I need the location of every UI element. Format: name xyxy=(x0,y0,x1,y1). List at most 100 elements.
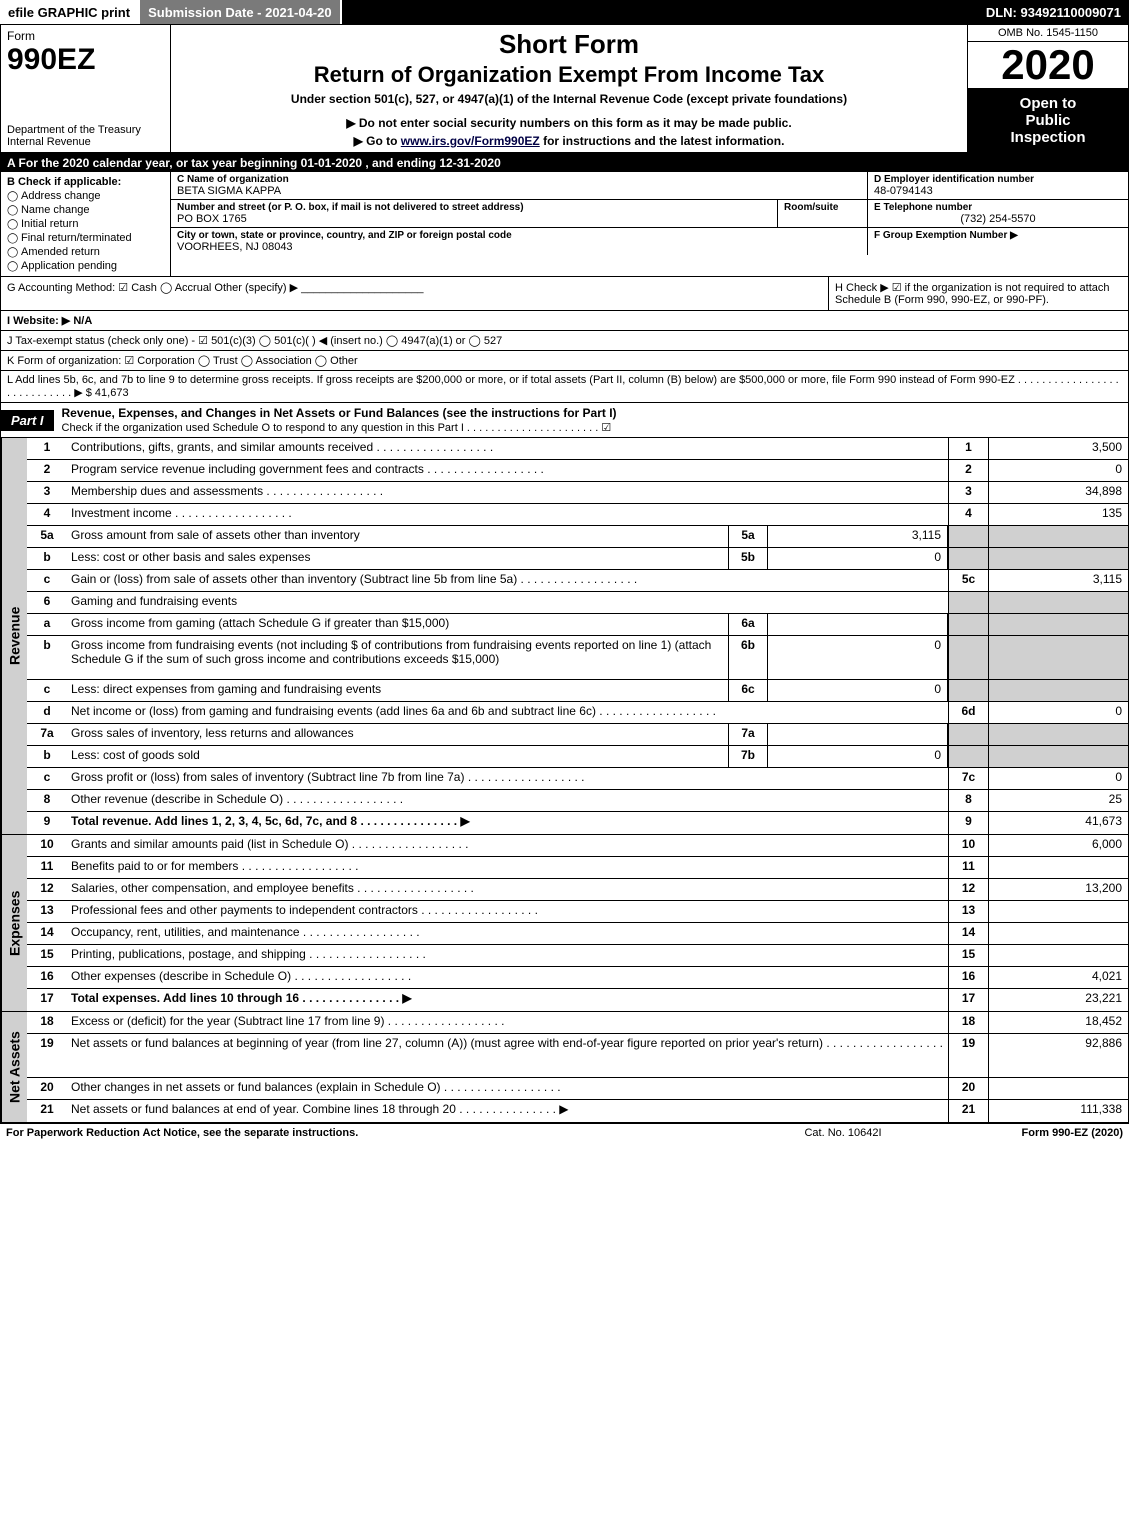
d-label: D Employer identification number xyxy=(874,174,1122,185)
omb-number: OMB No. 1545-1150 xyxy=(968,25,1128,42)
line-desc: Contributions, gifts, grants, and simila… xyxy=(67,438,948,459)
line-5a: 5aGross amount from sale of assets other… xyxy=(27,526,1128,548)
line-num: 3 xyxy=(27,482,67,503)
line-desc: Less: cost or other basis and sales expe… xyxy=(67,548,728,569)
line-num: 13 xyxy=(27,901,67,922)
f-label: F Group Exemption Number ▶ xyxy=(874,230,1122,241)
opt-amended-return[interactable]: Amended return xyxy=(7,246,164,258)
netassets-section: Net Assets 18Excess or (deficit) for the… xyxy=(0,1012,1129,1123)
revenue-lines: 1Contributions, gifts, grants, and simil… xyxy=(27,438,1128,834)
mid-val: 0 xyxy=(768,680,948,701)
mid-num: 6a xyxy=(728,614,768,635)
line-c: cLess: direct expenses from gaming and f… xyxy=(27,680,1128,702)
line-desc: Net assets or fund balances at end of ye… xyxy=(67,1100,948,1122)
footer-formref: Form 990-EZ (2020) xyxy=(943,1127,1123,1139)
subtitle-section: Under section 501(c), 527, or 4947(a)(1)… xyxy=(179,92,959,106)
line-c: cGain or (loss) from sale of assets othe… xyxy=(27,570,1128,592)
title-short-form: Short Form xyxy=(179,29,959,60)
part1-title-text: Revenue, Expenses, and Changes in Net As… xyxy=(62,406,617,420)
line-12: 12Salaries, other compensation, and empl… xyxy=(27,879,1128,901)
line-10: 10Grants and similar amounts paid (list … xyxy=(27,835,1128,857)
top-bar-spacer xyxy=(342,0,978,24)
h-check: H Check ▶ ☑ if the organization is not r… xyxy=(828,277,1128,310)
right-val: 92,886 xyxy=(988,1034,1128,1077)
right-num: 2 xyxy=(948,460,988,481)
side-netassets: Net Assets xyxy=(1,1012,27,1122)
right-num: 18 xyxy=(948,1012,988,1033)
line-desc: Gaming and fundraising events xyxy=(67,592,948,613)
right-num: 13 xyxy=(948,901,988,922)
form-meta-block: OMB No. 1545-1150 2020 Open to Public In… xyxy=(968,25,1128,152)
cell-e-phone: E Telephone number (732) 254-5570 xyxy=(868,200,1128,227)
right-val: 41,673 xyxy=(988,812,1128,834)
line-desc: Total revenue. Add lines 1, 2, 3, 4, 5c,… xyxy=(67,812,948,834)
page-footer: For Paperwork Reduction Act Notice, see … xyxy=(0,1123,1129,1142)
opt-application-pending[interactable]: Application pending xyxy=(7,260,164,272)
cell-d-ein: D Employer identification number 48-0794… xyxy=(868,172,1128,199)
right-num: 8 xyxy=(948,790,988,811)
line-num: c xyxy=(27,680,67,701)
right-num: 16 xyxy=(948,967,988,988)
room-label: Room/suite xyxy=(784,202,861,213)
line-num: 10 xyxy=(27,835,67,856)
right-num: 7c xyxy=(948,768,988,789)
mid-num: 7b xyxy=(728,746,768,767)
line-num: 6 xyxy=(27,592,67,613)
line-num: 14 xyxy=(27,923,67,944)
line-num: 2 xyxy=(27,460,67,481)
right-num: 19 xyxy=(948,1034,988,1077)
right-val: 25 xyxy=(988,790,1128,811)
line-21: 21Net assets or fund balances at end of … xyxy=(27,1100,1128,1122)
opt-initial-return[interactable]: Initial return xyxy=(7,218,164,230)
goto-pre: ▶ Go to xyxy=(354,134,401,148)
line-num: a xyxy=(27,614,67,635)
line-11: 11Benefits paid to or for members . . . … xyxy=(27,857,1128,879)
line-b: bGross income from fundraising events (n… xyxy=(27,636,1128,680)
revenue-section: Revenue 1Contributions, gifts, grants, a… xyxy=(0,438,1129,835)
cell-room: Room/suite xyxy=(778,200,868,227)
line-num: 5a xyxy=(27,526,67,547)
top-bar: efile GRAPHIC print Submission Date - 20… xyxy=(0,0,1129,24)
line-7a: 7aGross sales of inventory, less returns… xyxy=(27,724,1128,746)
footer-catno: Cat. No. 10642I xyxy=(743,1127,943,1139)
right-num: 12 xyxy=(948,879,988,900)
line-8: 8Other revenue (describe in Schedule O) … xyxy=(27,790,1128,812)
line-2: 2Program service revenue including gover… xyxy=(27,460,1128,482)
mid-num: 6b xyxy=(728,636,768,679)
line-desc: Net assets or fund balances at beginning… xyxy=(67,1034,948,1077)
right-val xyxy=(988,857,1128,878)
right-val xyxy=(988,680,1128,701)
mid-val: 0 xyxy=(768,636,948,679)
line-desc: Other expenses (describe in Schedule O) … xyxy=(67,967,948,988)
box-b-header: B Check if applicable: xyxy=(7,176,164,188)
form-word: Form xyxy=(7,29,164,43)
part1-sub: Check if the organization used Schedule … xyxy=(62,422,612,434)
line-num: b xyxy=(27,746,67,767)
line-num: b xyxy=(27,636,67,679)
line-15: 15Printing, publications, postage, and s… xyxy=(27,945,1128,967)
right-num xyxy=(948,526,988,547)
line-desc: Total expenses. Add lines 10 through 16 … xyxy=(67,989,948,1011)
part1-header: Part I Revenue, Expenses, and Changes in… xyxy=(0,403,1129,438)
right-val xyxy=(988,1078,1128,1099)
opt-address-change[interactable]: Address change xyxy=(7,190,164,202)
line-desc: Membership dues and assessments . . . . … xyxy=(67,482,948,503)
line-num: 8 xyxy=(27,790,67,811)
row-gh: G Accounting Method: ☑ Cash ◯ Accrual Ot… xyxy=(0,277,1129,311)
row-l-gross-receipts: L Add lines 5b, 6c, and 7b to line 9 to … xyxy=(0,371,1129,403)
tax-year: 2020 xyxy=(968,42,1128,89)
opt-name-change[interactable]: Name change xyxy=(7,204,164,216)
opt-final-return[interactable]: Final return/terminated xyxy=(7,232,164,244)
box-cdef: C Name of organization BETA SIGMA KAPPA … xyxy=(171,172,1128,276)
line-num: 18 xyxy=(27,1012,67,1033)
right-val xyxy=(988,548,1128,569)
line-6: 6Gaming and fundraising events xyxy=(27,592,1128,614)
inspect-line2: Public xyxy=(972,112,1124,129)
row-i-website: I Website: ▶ N/A xyxy=(0,311,1129,331)
city-label: City or town, state or province, country… xyxy=(177,230,861,241)
right-val xyxy=(988,923,1128,944)
right-val xyxy=(988,526,1128,547)
c-value: BETA SIGMA KAPPA xyxy=(177,185,861,197)
irs-link[interactable]: www.irs.gov/Form990EZ xyxy=(401,134,540,148)
line-desc: Occupancy, rent, utilities, and maintena… xyxy=(67,923,948,944)
